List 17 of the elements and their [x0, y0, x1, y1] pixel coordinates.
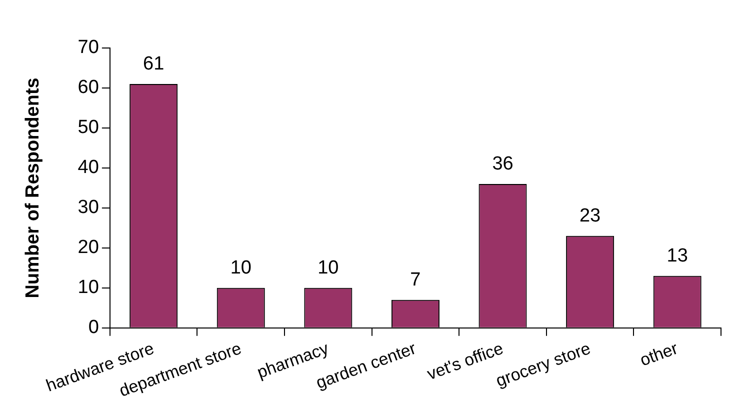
data-label: 36 [492, 154, 514, 175]
x-tick-label: other [637, 338, 681, 370]
y-tick-label: 40 [78, 157, 99, 178]
y-axis-title: Number of Respondents [22, 78, 44, 298]
data-label: 13 [666, 246, 688, 267]
data-label: 10 [230, 258, 252, 279]
data-label: 7 [410, 270, 421, 291]
data-label: 23 [579, 206, 601, 227]
y-tick-label: 20 [78, 237, 99, 258]
y-tick-label: 60 [78, 77, 99, 98]
data-label: 10 [318, 258, 339, 279]
y-tick-label: 50 [78, 117, 99, 138]
y-tick-label: 30 [78, 197, 99, 218]
y-tick-label: 10 [78, 277, 99, 298]
y-tick-label: 70 [78, 37, 99, 58]
y-tick-label: 0 [88, 317, 99, 338]
data-label: 61 [143, 54, 164, 75]
